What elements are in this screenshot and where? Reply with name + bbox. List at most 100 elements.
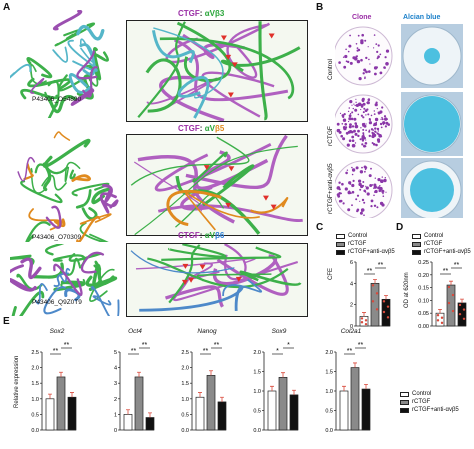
y-tick-label: 1.0 (181, 397, 189, 403)
panel-b-images (335, 24, 463, 218)
protein-structure-2 (17, 131, 119, 242)
protein-structure-1 (10, 10, 109, 118)
structure-id-label: P43406_Q9Z0T9 (32, 299, 82, 306)
y-tick-label: 0.0 (253, 428, 261, 434)
y-axis-label: CFE (328, 268, 334, 280)
error-bar (137, 371, 141, 377)
y-tick-label: 0.5 (31, 412, 39, 418)
y-tick-label: 6 (350, 260, 353, 266)
colon-text: : (199, 231, 203, 240)
clone-dish (335, 160, 393, 218)
clone-dish (335, 26, 393, 86)
ctgf-text: CTGF (178, 9, 200, 18)
bar-chart-Nanog: 0.0 0.5 1.0 1.5 2.0 2.5 ** ** (181, 342, 227, 434)
error-bar (220, 396, 224, 402)
panel-label-a: A (3, 2, 11, 13)
bar-chart-Col2a1: 0.0 0.5 1.0 1.5 2.0 ** ** (325, 342, 371, 434)
bar-control (267, 390, 277, 431)
y-tick-label: 2 (350, 303, 353, 309)
row-label-control: Control (327, 59, 334, 80)
ctgf-text: CTGF (178, 231, 200, 240)
data-point (364, 322, 368, 326)
bar-chart-Oct4: 0 1 2 3 4 5 ** ** (114, 342, 155, 434)
significance-label: * (276, 348, 279, 355)
legend-swatch-control (336, 233, 345, 239)
data-point (440, 316, 444, 319)
y-tick-label: 2.0 (325, 350, 333, 356)
error-bar (438, 308, 442, 314)
significance-label: ** (214, 342, 220, 349)
bar-rctgf (278, 376, 288, 431)
data-point (440, 321, 444, 325)
gene-title: Oct4 (128, 328, 142, 335)
y-tick-label: 1.0 (253, 389, 261, 395)
alpha-text: αV (204, 124, 215, 133)
bar-control (45, 398, 55, 431)
colon-text: : (199, 9, 203, 18)
bar-chart-D: 0.00 0.05 0.10 0.15 0.20 0.25 ** ** (418, 260, 467, 330)
legend-text: rCTGF+anti-αvβ5 (348, 249, 395, 255)
binding-site-zoom (126, 20, 308, 122)
legend-d: Control rCTGF rCTGF+anti-αvβ5 (412, 232, 471, 256)
row-label-rctgf: rCTGF (327, 126, 334, 146)
data-point (386, 305, 390, 308)
y-tick-label: 0.20 (418, 273, 429, 279)
data-point (451, 309, 455, 313)
data-point (360, 317, 364, 320)
gene-title: Nanog (197, 328, 217, 335)
error-bar (342, 385, 346, 391)
data-point (451, 293, 455, 297)
gene-title: Sox2 (49, 328, 65, 335)
legend-swatch-anti (400, 407, 409, 413)
error-bar (449, 280, 453, 286)
legend-text: rCTGF+anti-αvβ5 (424, 249, 471, 255)
y-tick-label: 2.5 (31, 350, 39, 356)
data-point (458, 312, 462, 316)
error-bar (148, 412, 152, 418)
legend-swatch-anti (336, 249, 345, 255)
data-point (364, 319, 368, 322)
significance-label: ** (367, 268, 373, 275)
legend-text: rCTGF (348, 241, 367, 247)
y-tick-label: 0.5 (253, 409, 261, 415)
significance-label: ** (443, 268, 449, 275)
bar-rctgf (206, 375, 216, 431)
data-point (386, 316, 390, 319)
bar-control (435, 312, 445, 327)
data-point (458, 303, 462, 307)
y-tick-label: 0 (114, 428, 117, 434)
bar-rctgf (56, 376, 66, 431)
panel-label-d: D (396, 222, 404, 233)
data-point (447, 285, 451, 289)
y-tick-label: 2.0 (253, 350, 261, 356)
clone-column-header: Clone (352, 14, 372, 21)
y-tick-label: 0.0 (325, 428, 333, 434)
complex-title: CTGF: αVβ5 (178, 124, 224, 133)
bar-control (195, 396, 205, 431)
y-tick-label: 4 (350, 281, 353, 287)
error-bar (48, 393, 52, 399)
bar-control (123, 414, 133, 431)
legend-e: Control rCTGF rCTGF+anti-αvβ5 (400, 390, 459, 414)
data-point (371, 284, 375, 287)
data-point (436, 314, 440, 317)
colon-text: : (199, 124, 203, 133)
legend-swatch-rctgf (412, 241, 421, 247)
legend-text: rCTGF (424, 241, 443, 247)
y-tick-label: 0.5 (181, 412, 189, 418)
y-tick-label: 4 (114, 366, 117, 372)
bar-control (339, 390, 349, 431)
ctgf-text: CTGF (178, 124, 200, 133)
alcian-column-header: Alcian blue (403, 14, 441, 21)
legend-swatch-rctgf (336, 241, 345, 247)
y-axis-label: Relative expression (14, 355, 20, 408)
y-tick-label: 2.0 (181, 366, 189, 372)
y-tick-label: 1.5 (253, 370, 261, 376)
panel-label-c: C (316, 222, 324, 233)
y-tick-label: 2.5 (181, 350, 189, 356)
bar-anti (381, 298, 391, 327)
legend-swatch-anti (412, 249, 421, 255)
binding-site-zoom (126, 243, 308, 317)
complex-title: CTGF: αVβ6 (178, 231, 224, 240)
y-tick-label: 1.0 (325, 389, 333, 395)
